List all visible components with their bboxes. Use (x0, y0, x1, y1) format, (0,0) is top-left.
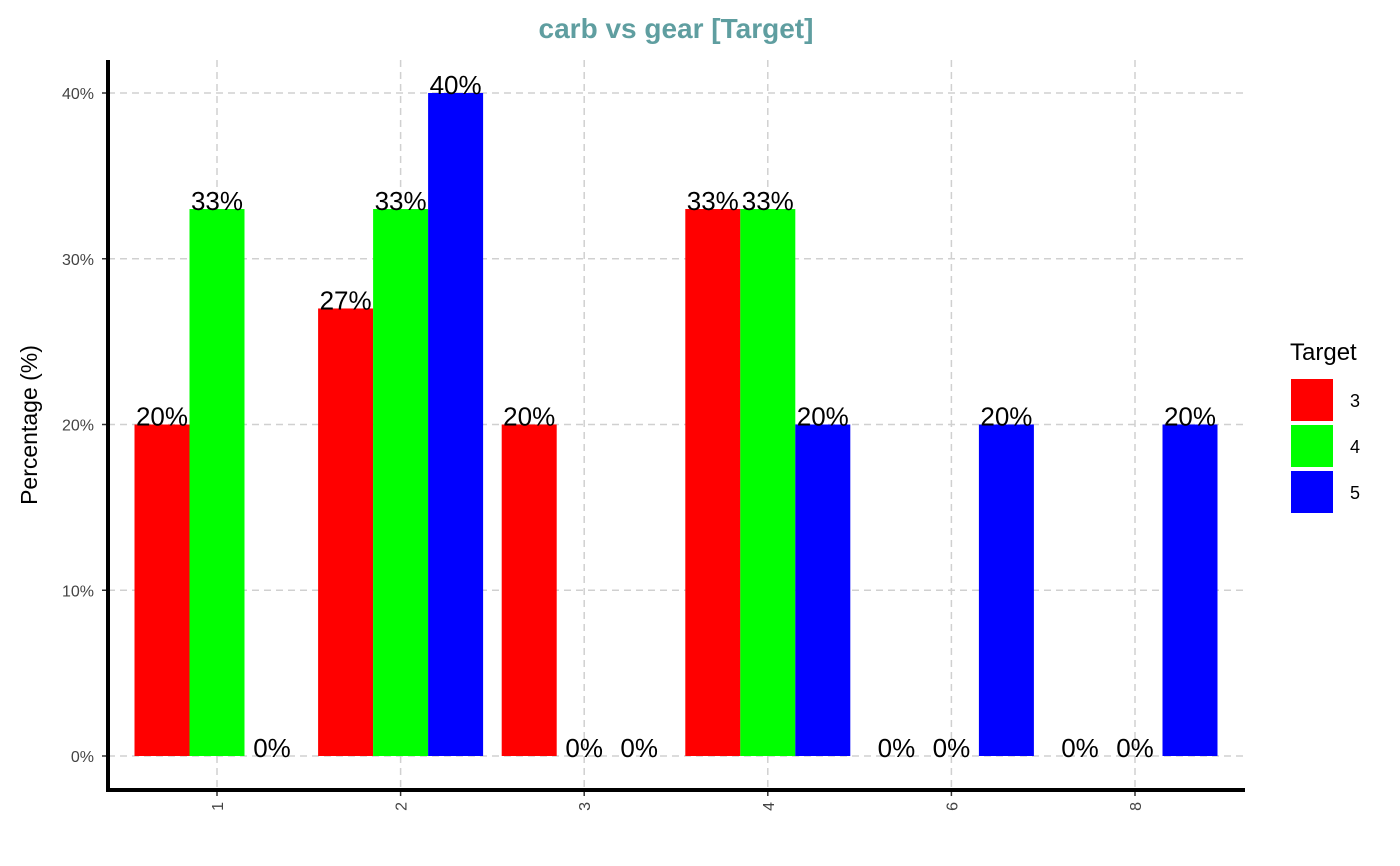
legend-title: Target (1290, 339, 1357, 366)
y-tick-label: 0% (71, 749, 94, 766)
x-tick-label: 1 (210, 802, 227, 811)
y-tick-label: 40% (62, 86, 94, 103)
data-label: 0% (620, 733, 658, 763)
bar (373, 209, 429, 756)
data-label: 33% (687, 186, 739, 216)
bar (189, 209, 245, 756)
data-label: 27% (320, 285, 372, 315)
y-tick-label: 20% (62, 418, 94, 435)
y-tick-label: 30% (62, 252, 94, 269)
bar (685, 209, 741, 756)
data-label: 33% (742, 186, 794, 216)
bar (978, 424, 1034, 756)
legend-swatch (1291, 379, 1333, 421)
bar (428, 93, 484, 756)
legend-label: 4 (1350, 437, 1360, 457)
data-label: 0% (1116, 733, 1154, 763)
x-tick-label: 6 (944, 802, 961, 811)
legend-label: 3 (1350, 391, 1360, 411)
legend: Target 3 4 5 (1290, 339, 1360, 513)
x-tick-label: 2 (394, 802, 411, 811)
data-label: 33% (191, 186, 243, 216)
data-label: 20% (797, 402, 849, 432)
x-tick-label: 3 (577, 802, 594, 811)
bar (134, 424, 190, 756)
x-tick-label: 4 (761, 802, 778, 811)
chart-title: carb vs gear [Target] (539, 13, 814, 44)
data-labels: 20%27%20%33%0% 0%33% 33%0%33%0% 0%0%40%0%20… (136, 70, 1216, 763)
bar (795, 424, 851, 756)
data-label: 0% (878, 733, 916, 763)
gridlines (108, 60, 1245, 790)
bar (318, 308, 374, 756)
data-label: 20% (1164, 402, 1216, 432)
data-label: 0% (565, 733, 603, 763)
data-label: 0% (253, 733, 291, 763)
data-label: 33% (375, 186, 427, 216)
y-tick-label: 10% (62, 583, 94, 600)
legend-swatch (1291, 471, 1333, 513)
legend-label: 5 (1350, 483, 1360, 503)
data-label: 20% (136, 402, 188, 432)
data-label: 20% (503, 402, 555, 432)
bars (134, 93, 1218, 756)
data-label: 40% (430, 70, 482, 100)
bar (740, 209, 796, 756)
axes: 0% 10% 20% 30% 40% 1 2 3 4 6 8 (62, 60, 1245, 811)
bar (1162, 424, 1218, 756)
data-label: 20% (980, 402, 1032, 432)
x-tick-label: 8 (1128, 802, 1145, 811)
y-axis-label: Percentage (%) (16, 345, 42, 505)
legend-swatch (1291, 425, 1333, 467)
bar (501, 424, 557, 756)
data-label: 0% (933, 733, 971, 763)
data-label: 0% (1061, 733, 1099, 763)
